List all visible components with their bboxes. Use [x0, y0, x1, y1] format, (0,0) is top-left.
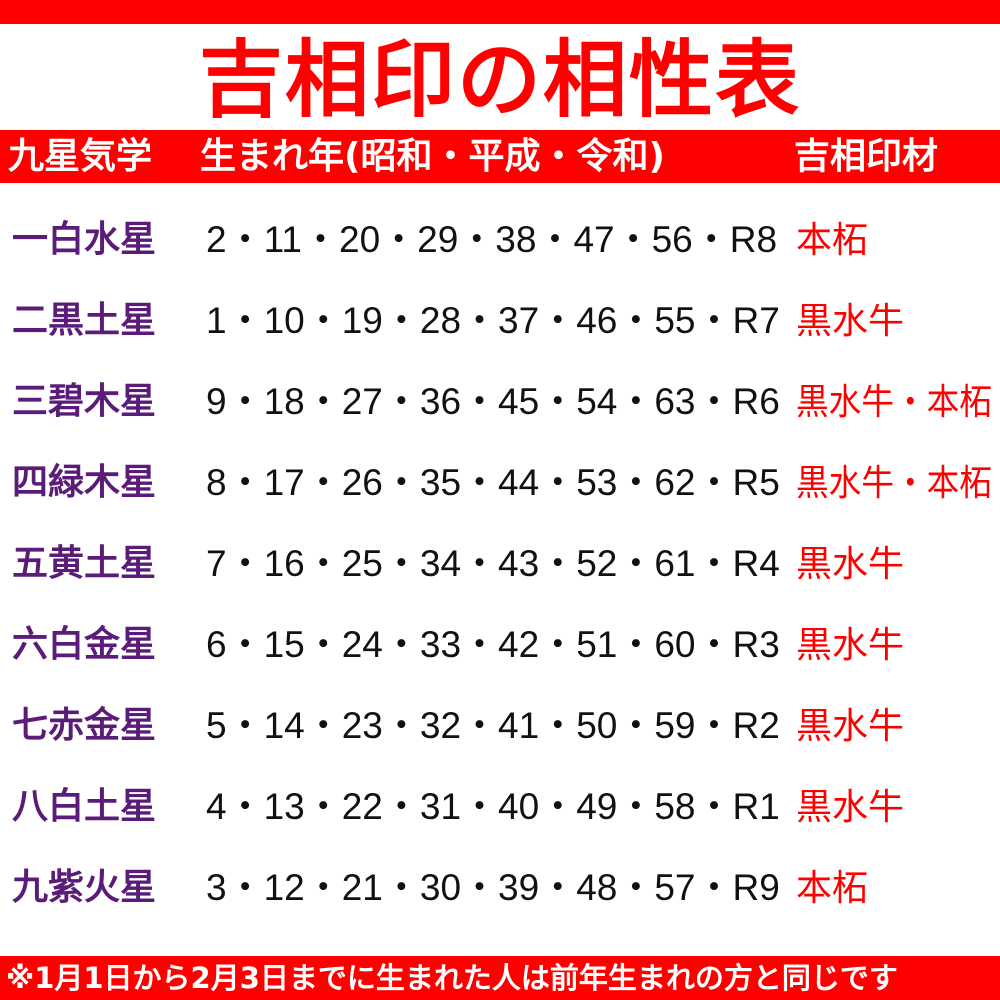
birth-years: 8・17・26・35・44・53・62・R5: [206, 462, 780, 503]
table-row: 六白金星 6・15・24・33・42・51・60・R3 黒水牛: [0, 610, 1000, 680]
birth-years: 3・12・21・30・39・48・57・R9: [206, 867, 780, 908]
material: 黒水牛: [796, 624, 905, 665]
birth-years: 5・14・23・32・41・50・59・R2: [206, 705, 780, 746]
table-row: 一白水星 2・11・20・29・38・47・56・R8 本柘: [0, 205, 1000, 275]
page-title: 吉相印の相性表: [198, 31, 801, 129]
star-name: 五黄土星: [12, 543, 157, 584]
birth-years: 7・16・25・34・43・52・61・R4: [206, 543, 780, 584]
header-years: 生まれ年(昭和・平成・令和): [200, 136, 665, 177]
material: 黒水牛: [796, 705, 905, 746]
footer-bar: ※1月1日から2月3日までに生まれた人は前年生まれの方と同じです: [0, 956, 1000, 1000]
star-name: 六白金星: [12, 624, 157, 665]
table-row: 三碧木星 9・18・27・36・45・54・63・R6 黒水牛・本柘: [0, 367, 1000, 437]
header-material: 吉相印材: [794, 136, 939, 177]
birth-years: 9・18・27・36・45・54・63・R6: [206, 381, 780, 422]
star-name: 一白水星: [12, 219, 157, 260]
table-row: 二黒土星 1・10・19・28・37・46・55・R7 黒水牛: [0, 286, 1000, 356]
birth-years: 1・10・19・28・37・46・55・R7: [206, 300, 780, 341]
star-name: 九紫火星: [12, 867, 157, 908]
material: 黒水牛: [796, 786, 905, 827]
star-name: 三碧木星: [12, 381, 157, 422]
material: 本柘: [796, 219, 869, 260]
top-red-bar: [0, 0, 1000, 24]
table-header: 九星気学 生まれ年(昭和・平成・令和) 吉相印材: [0, 130, 1000, 183]
birth-years: 6・15・24・33・42・51・60・R3: [206, 624, 780, 665]
material: 黒水牛: [796, 300, 905, 341]
table-row: 九紫火星 3・12・21・30・39・48・57・R9 本柘: [0, 853, 1000, 923]
star-name: 四緑木星: [12, 462, 157, 503]
birth-years: 2・11・20・29・38・47・56・R8: [206, 219, 778, 260]
table-row: 八白土星 4・13・22・31・40・49・58・R1 黒水牛: [0, 772, 1000, 842]
footer-note: ※1月1日から2月3日までに生まれた人は前年生まれの方と同じです: [6, 961, 898, 995]
material: 黒水牛: [796, 543, 905, 584]
birth-years: 4・13・22・31・40・49・58・R1: [206, 786, 780, 827]
header-star: 九星気学: [8, 136, 153, 177]
table-row: 七赤金星 5・14・23・32・41・50・59・R2 黒水牛: [0, 691, 1000, 761]
star-name: 二黒土星: [12, 300, 157, 341]
table-row: 五黄土星 7・16・25・34・43・52・61・R4 黒水牛: [0, 529, 1000, 599]
material: 本柘: [796, 867, 869, 908]
table-row: 四緑木星 8・17・26・35・44・53・62・R5 黒水牛・本柘: [0, 448, 1000, 518]
material: 黒水牛・本柘: [796, 381, 992, 422]
star-name: 七赤金星: [12, 705, 157, 746]
material: 黒水牛・本柘: [796, 462, 992, 503]
star-name: 八白土星: [12, 786, 157, 827]
